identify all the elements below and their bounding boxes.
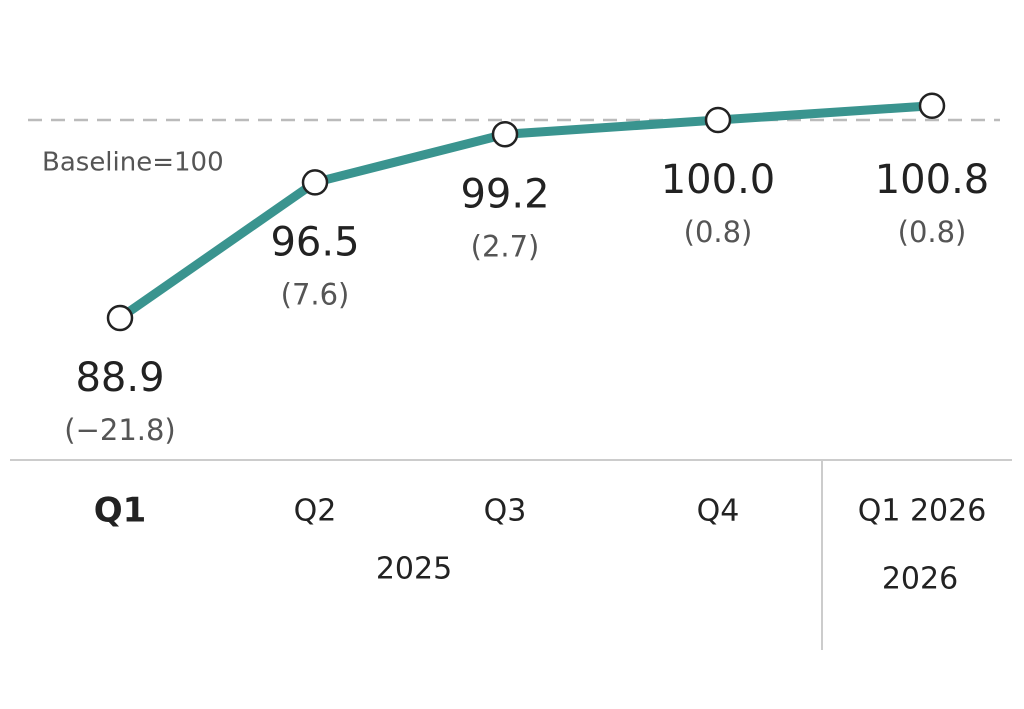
group-label: 2026 xyxy=(882,562,958,597)
change-label: (0.8) xyxy=(898,215,967,249)
x-tick-label: Q3 xyxy=(484,494,527,529)
point xyxy=(491,121,519,148)
point xyxy=(918,92,946,119)
change-label: (2.7) xyxy=(471,229,540,263)
group-label: 2025 xyxy=(376,552,452,587)
value-label: 96.5 xyxy=(270,219,359,265)
value-label: 99.2 xyxy=(460,171,549,217)
value-label: 100.8 xyxy=(875,157,990,203)
value-label: 100.0 xyxy=(661,157,776,203)
point xyxy=(106,304,134,332)
value-label: 88.9 xyxy=(75,355,164,401)
change-label: (0.8) xyxy=(684,215,753,249)
x-tick-label: Q4 xyxy=(697,494,740,529)
baseline-label: Baseline=100 xyxy=(42,148,224,178)
point xyxy=(704,106,732,134)
change-label: (−21.8) xyxy=(64,413,176,447)
x-tick-label: Q2 xyxy=(294,494,337,529)
x-tick-label: Q1 2026 xyxy=(858,494,987,529)
x-tick-label: Q1 xyxy=(94,491,147,531)
point xyxy=(301,169,329,196)
change-label: (7.6) xyxy=(281,277,350,311)
